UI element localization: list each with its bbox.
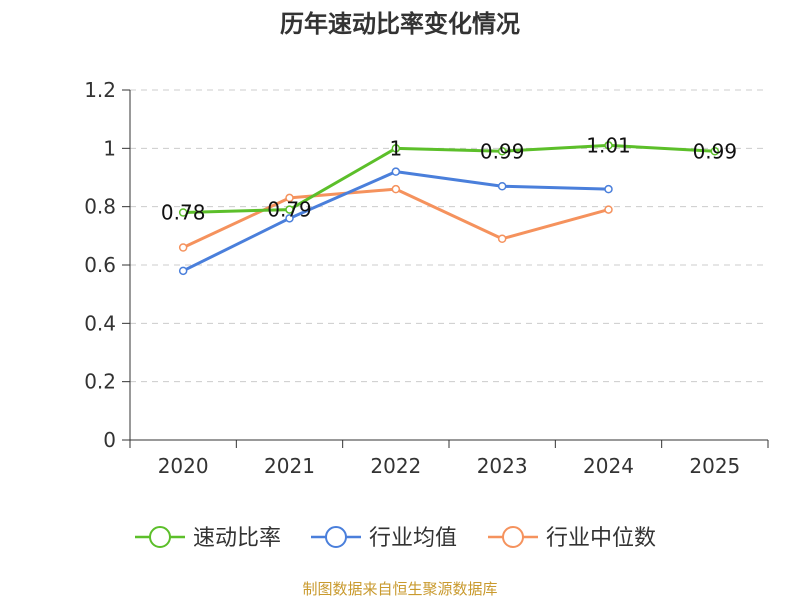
data-point bbox=[391, 144, 401, 153]
legend-marker bbox=[149, 526, 171, 548]
data-label: 0.99 bbox=[693, 139, 738, 163]
data-point bbox=[497, 147, 507, 156]
y-tick-label: 0.6 bbox=[84, 253, 116, 277]
legend-label: 速动比率 bbox=[193, 526, 281, 551]
legend-marker bbox=[325, 526, 347, 548]
series-line bbox=[183, 143, 715, 214]
data-label: 0.79 bbox=[267, 198, 312, 222]
data-point bbox=[285, 193, 294, 203]
data-labels: 0.78 0.79 1 0.99 1.01 0.99 bbox=[161, 133, 737, 224]
x-tick-label: 2023 bbox=[477, 454, 528, 478]
axes: 0 0.2 0.4 0.6 0.8 1 1.2 2020 2021 2022 2023 2024 202… bbox=[84, 78, 769, 478]
y-tick-label: 0.8 bbox=[84, 195, 116, 219]
x-tick-label: 2022 bbox=[370, 454, 421, 478]
data-label: 1.01 bbox=[586, 133, 631, 157]
legend-marker bbox=[502, 526, 524, 548]
data-point bbox=[391, 184, 401, 194]
data-point bbox=[604, 184, 613, 194]
data-point bbox=[178, 266, 188, 276]
y-tick-label: 0 bbox=[103, 428, 116, 452]
data-point bbox=[391, 167, 401, 176]
chart-title: 历年速动比率变化情况 bbox=[280, 10, 520, 38]
data-point bbox=[604, 141, 613, 150]
data-point bbox=[604, 205, 613, 214]
data-label: 1 bbox=[389, 136, 402, 160]
data-point bbox=[285, 214, 294, 223]
data-point bbox=[497, 234, 507, 243]
y-tick-label: 1.2 bbox=[84, 78, 116, 102]
series-group bbox=[178, 141, 720, 276]
legend-label: 行业均值 bbox=[369, 526, 457, 551]
data-point bbox=[178, 208, 188, 217]
legend: 速动比率 行业均值 行业中位数 bbox=[135, 526, 656, 551]
data-point bbox=[285, 205, 294, 214]
data-point bbox=[178, 243, 188, 252]
data-point bbox=[497, 182, 507, 191]
y-tick-label: 0.4 bbox=[84, 311, 116, 335]
data-label: 0.78 bbox=[161, 201, 206, 225]
grid-lines bbox=[130, 89, 768, 383]
x-tick-label: 2020 bbox=[158, 454, 209, 478]
source-note: 制图数据来自恒生聚源数据库 bbox=[302, 580, 498, 598]
legend-label: 行业中位数 bbox=[546, 526, 656, 551]
x-tick-label: 2025 bbox=[689, 454, 740, 478]
y-tick-label: 1 bbox=[103, 136, 116, 160]
data-point bbox=[710, 147, 720, 156]
y-tick-label: 0.2 bbox=[84, 370, 116, 394]
x-tick-label: 2021 bbox=[264, 454, 315, 478]
x-tick-label: 2024 bbox=[583, 454, 634, 478]
data-label: 0.99 bbox=[480, 139, 525, 163]
